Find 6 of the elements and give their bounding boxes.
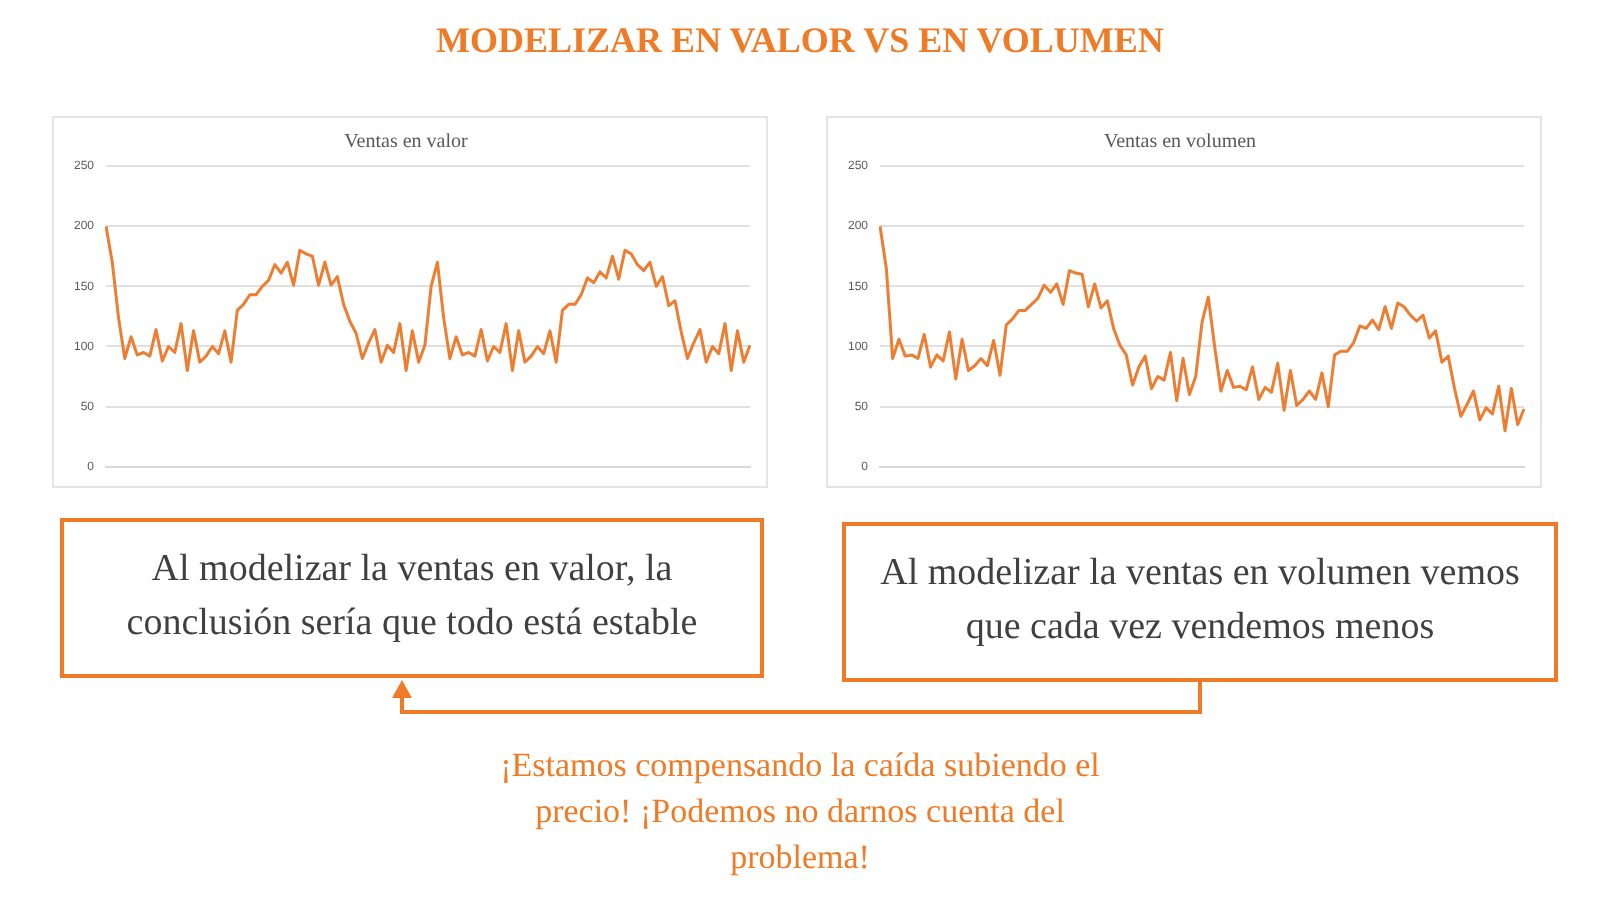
chart-title: Ventas en valor	[344, 131, 469, 154]
text: ¡Estamos compensando la caída subiendo el precio! ¡Podemos no darnos cuenta del problema!	[500, 744, 1100, 880]
text: Al modelizar la ventas en valor, la conclusión sería que todo está estable	[60, 518, 764, 678]
text: MODELIZAR EN VALOR VS EN VOLUMEN	[434, 20, 1166, 62]
text: Al modelizar la ventas en volumen vemos que cada vez vendemos menos	[842, 522, 1558, 682]
chart-title: Ventas en volumen	[1103, 131, 1257, 154]
